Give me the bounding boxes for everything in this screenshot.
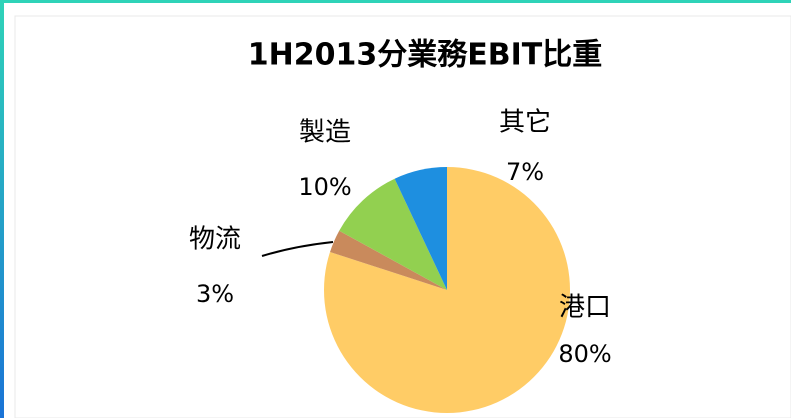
- top-edge: [0, 0, 791, 3]
- slice-label: 港口: [559, 293, 611, 323]
- slice-label: 其它: [499, 108, 551, 138]
- pie-slice: [339, 178, 447, 290]
- chart-title: 1H2013分業務EBIT比重: [248, 38, 602, 73]
- leader-line: [261, 241, 334, 257]
- pie-slice: [394, 167, 447, 290]
- slice-value-label: 10%: [298, 173, 351, 201]
- slice-label: 物流: [189, 225, 241, 255]
- panel: [14, 15, 791, 418]
- slice-value-label: 7%: [506, 158, 544, 186]
- pie-slice: [330, 230, 447, 290]
- slice-label: 製造: [299, 118, 351, 148]
- left-edge: [0, 0, 4, 418]
- slice-value-label: 80%: [558, 340, 611, 368]
- slice-value-label: 3%: [196, 280, 234, 308]
